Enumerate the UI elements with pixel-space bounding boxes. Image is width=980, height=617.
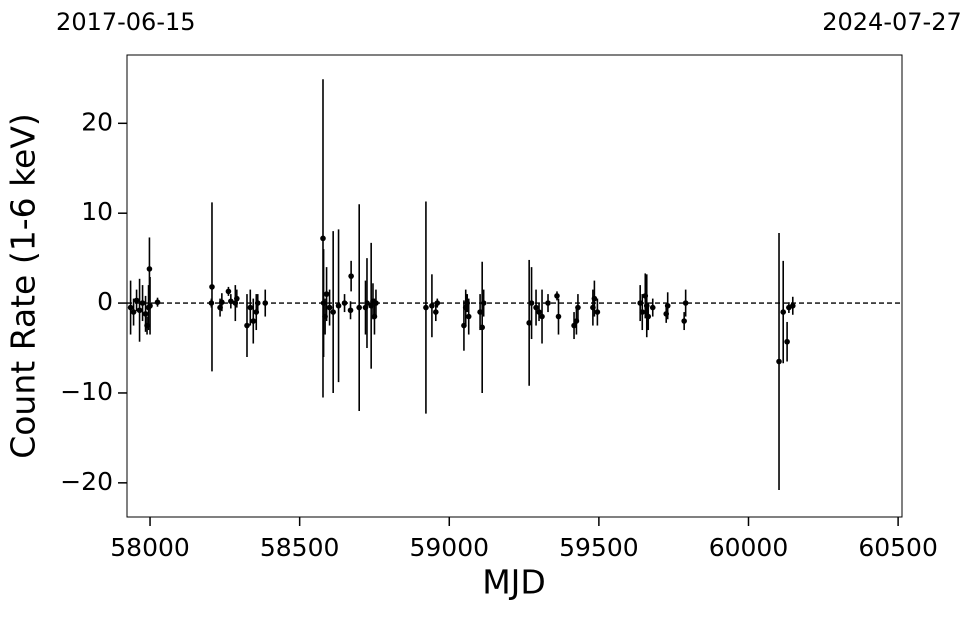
- data-point: [555, 313, 562, 320]
- data-point: [208, 300, 215, 306]
- plot-frame: [126, 54, 903, 518]
- data-point: [664, 302, 671, 309]
- data-point: [244, 322, 250, 329]
- data-point: [526, 320, 532, 326]
- data-point: [142, 311, 149, 317]
- data-point: [356, 304, 363, 311]
- data-point: [591, 295, 598, 302]
- data-point: [575, 304, 581, 311]
- y-axis-label: Count Rate (1-6 keV): [4, 113, 43, 459]
- data-point: [423, 304, 429, 311]
- data-point: [429, 302, 435, 309]
- data-point: [780, 309, 787, 315]
- y-tick-label: 0: [97, 287, 113, 316]
- data-point: [682, 300, 689, 306]
- data-point: [536, 309, 542, 315]
- data-point: [154, 299, 161, 305]
- x-axis-label: MJD: [482, 563, 546, 602]
- data-point: [219, 299, 225, 305]
- top-date-label: 2017-06-15: [56, 8, 195, 36]
- data-point: [594, 309, 601, 315]
- x-tick-label: 58500: [260, 533, 340, 562]
- data-point: [136, 307, 143, 314]
- data-point: [434, 300, 441, 306]
- data-point: [335, 302, 342, 309]
- x-tick-label: 58000: [110, 533, 190, 562]
- data-point: [545, 300, 551, 306]
- data-point: [323, 291, 330, 297]
- x-tick-label: 59000: [410, 533, 490, 562]
- data-point: [554, 293, 560, 299]
- y-tick-label: 20: [81, 107, 113, 136]
- data-point: [539, 313, 545, 320]
- data-point: [146, 266, 153, 272]
- top-date-label: 2024-07-27: [822, 8, 961, 36]
- data-point: [533, 304, 539, 311]
- data-point: [433, 309, 439, 315]
- data-point: [247, 304, 254, 311]
- y-tick-label: −20: [60, 467, 113, 496]
- data-point: [209, 284, 215, 290]
- data-point: [528, 300, 535, 306]
- data-point: [789, 302, 796, 309]
- data-point: [465, 313, 472, 320]
- data-point: [234, 295, 240, 302]
- x-tick-label: 60500: [858, 533, 938, 562]
- data-point: [639, 309, 646, 315]
- data-point: [341, 300, 348, 306]
- data-point: [480, 300, 487, 306]
- data-point: [347, 307, 354, 314]
- y-tick-label: 10: [81, 197, 113, 226]
- data-point: [130, 309, 137, 315]
- data-point: [373, 300, 379, 306]
- data-point: [139, 300, 146, 306]
- data-point: [479, 324, 485, 331]
- y-tick-label: −10: [60, 377, 113, 406]
- x-tick-label: 59500: [559, 533, 639, 562]
- data-point: [225, 288, 232, 295]
- data-point: [364, 300, 370, 306]
- data-point: [127, 304, 134, 311]
- data-point: [147, 302, 153, 309]
- data-point: [645, 313, 652, 320]
- data-point: [250, 318, 257, 324]
- data-point: [784, 338, 790, 345]
- data-point: [228, 298, 234, 305]
- data-point: [571, 322, 577, 329]
- data-point: [254, 300, 261, 306]
- x-tick-label: 60000: [709, 533, 789, 562]
- data-point: [330, 309, 336, 315]
- data-point: [133, 297, 140, 304]
- data-point: [348, 273, 354, 279]
- data-point: [681, 318, 687, 324]
- data-point: [262, 300, 269, 306]
- data-point: [776, 358, 782, 365]
- data-point: [320, 235, 326, 242]
- data-point: [326, 304, 333, 311]
- data-point: [649, 304, 656, 311]
